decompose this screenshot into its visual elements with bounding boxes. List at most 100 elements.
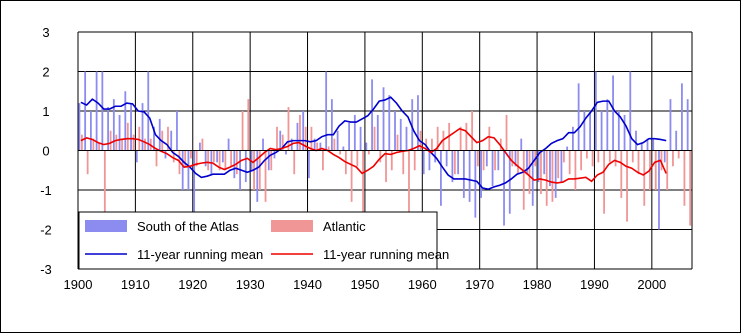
- bar-south-of-the-atlas: [480, 150, 482, 198]
- bar-atlantic: [528, 150, 531, 194]
- bar-south-of-the-atlas: [669, 99, 672, 151]
- bar-atlantic: [235, 150, 238, 175]
- bar-atlantic: [580, 150, 583, 171]
- bar-atlantic: [597, 150, 600, 163]
- bar-south-of-the-atlas: [359, 126, 362, 151]
- bar-south-of-the-atlas: [308, 150, 310, 179]
- bar-atlantic: [155, 150, 158, 167]
- bar-atlantic: [190, 150, 192, 159]
- bar-south-of-the-atlas: [600, 111, 603, 151]
- bar-atlantic: [511, 150, 514, 167]
- bar-atlantic: [132, 134, 135, 151]
- bar-atlantic: [603, 150, 605, 214]
- bar-south-of-the-atlas: [640, 142, 643, 151]
- bar-atlantic: [184, 150, 187, 167]
- y-tick-label: 3: [42, 25, 49, 40]
- bar-south-of-the-atlas: [135, 150, 138, 163]
- bar-atlantic: [81, 134, 83, 151]
- bar-south-of-the-atlas: [376, 114, 379, 151]
- bar-south-of-the-atlas: [267, 150, 270, 171]
- bar-atlantic: [436, 126, 439, 151]
- bar-south-of-the-atlas: [365, 142, 368, 151]
- bar-south-of-the-atlas: [325, 71, 328, 151]
- bar-south-of-the-atlas: [153, 126, 155, 151]
- legend-label: 11-year running mean: [323, 247, 449, 262]
- bar-atlantic: [316, 142, 319, 151]
- bar-atlantic: [304, 126, 307, 151]
- bar-south-of-the-atlas: [491, 150, 494, 187]
- bar-south-of-the-atlas: [342, 146, 345, 151]
- bar-south-of-the-atlas: [399, 118, 402, 151]
- y-tick-label: -3: [40, 262, 52, 277]
- x-tick-label: 2000: [637, 277, 666, 292]
- bar-atlantic: [517, 150, 519, 175]
- bar-atlantic: [626, 150, 628, 222]
- bar-south-of-the-atlas: [606, 99, 609, 151]
- bar-atlantic: [109, 130, 112, 151]
- bar-atlantic: [86, 150, 89, 175]
- bar-south-of-the-atlas: [353, 114, 356, 151]
- bar-atlantic: [218, 150, 221, 171]
- bar-atlantic: [98, 142, 101, 151]
- bar-atlantic: [103, 150, 106, 214]
- bar-south-of-the-atlas: [273, 150, 276, 159]
- bar-atlantic: [683, 150, 686, 206]
- bar-south-of-the-atlas: [417, 95, 419, 151]
- bar-atlantic: [408, 150, 410, 214]
- bar-south-of-the-atlas: [594, 71, 597, 151]
- bar-atlantic: [230, 150, 232, 167]
- bar-south-of-the-atlas: [348, 122, 351, 151]
- bar-south-of-the-atlas: [296, 122, 299, 151]
- bar-atlantic: [396, 134, 399, 151]
- bar-south-of-the-atlas: [635, 130, 637, 151]
- bar-south-of-the-atlas: [319, 142, 322, 151]
- bar-south-of-the-atlas: [623, 114, 626, 151]
- bar-south-of-the-atlas: [244, 150, 247, 183]
- bar-south-of-the-atlas: [388, 95, 391, 151]
- bar-atlantic: [264, 150, 267, 202]
- bar-south-of-the-atlas: [130, 103, 132, 151]
- bar-atlantic: [385, 150, 387, 183]
- legend-label: 11-year running mean: [137, 247, 263, 262]
- bar-atlantic: [322, 150, 324, 171]
- axes: 3 2 1 0 -1 -2 -3 1900 1910 1920 1930 1940 1950 1960 19…: [40, 25, 692, 292]
- bar-atlantic: [390, 150, 393, 171]
- bar-south-of-the-atlas: [101, 71, 104, 151]
- bar-atlantic: [425, 138, 428, 151]
- bar-atlantic: [356, 150, 359, 167]
- bar-south-of-the-atlas: [440, 150, 442, 206]
- bar-atlantic: [499, 138, 502, 151]
- bar-atlantic: [643, 150, 646, 206]
- bar-south-of-the-atlas: [612, 75, 614, 151]
- bar-atlantic: [471, 111, 474, 151]
- bar-south-of-the-atlas: [617, 111, 620, 151]
- y-tick-label: 2: [42, 65, 49, 80]
- bar-atlantic: [476, 150, 479, 167]
- bar-atlantic: [637, 150, 640, 175]
- bar-atlantic: [522, 150, 525, 210]
- bar-atlantic: [339, 150, 342, 155]
- x-tick-label: 1990: [580, 277, 609, 292]
- bar-south-of-the-atlas: [675, 130, 678, 151]
- bar-atlantic: [453, 150, 456, 175]
- bar-south-of-the-atlas: [84, 71, 87, 151]
- x-tick-label: 1900: [64, 277, 93, 292]
- legend-label: South of the Atlas: [137, 219, 239, 234]
- bar-atlantic: [672, 150, 674, 167]
- bar-atlantic: [413, 150, 416, 171]
- bar-atlantic: [540, 150, 542, 194]
- bar-atlantic: [574, 150, 577, 190]
- bar-atlantic: [281, 134, 284, 151]
- legend-label: Atlantic: [323, 219, 366, 234]
- bar-atlantic: [563, 150, 565, 163]
- bar-atlantic: [666, 150, 669, 190]
- running-mean-lines: [80, 96, 667, 191]
- x-tick-label: 1950: [350, 277, 379, 292]
- bar-south-of-the-atlas: [681, 83, 683, 151]
- bar-atlantic: [287, 107, 290, 151]
- x-tick-label: 1970: [465, 277, 494, 292]
- bar-south-of-the-atlas: [382, 87, 385, 151]
- bar-south-of-the-atlas: [78, 103, 81, 151]
- bar-south-of-the-atlas: [112, 99, 115, 151]
- bar-south-of-the-atlas: [158, 118, 161, 151]
